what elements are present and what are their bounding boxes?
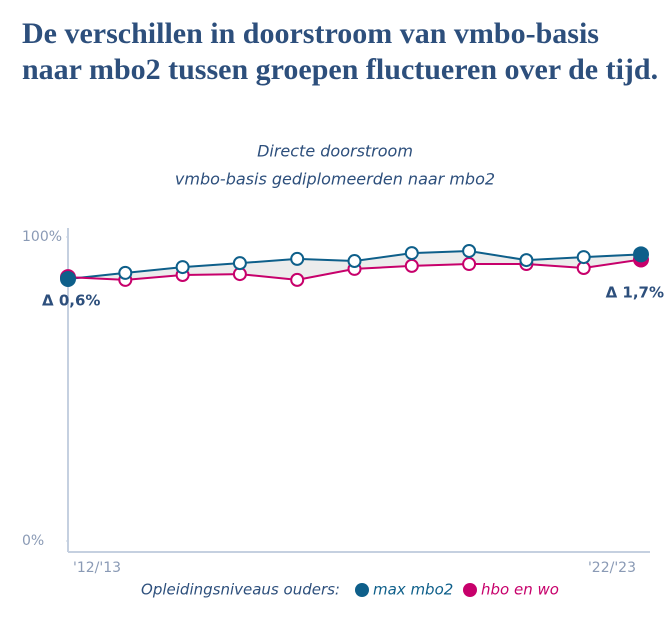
data-point — [60, 270, 76, 287]
y-tick-label: 0% — [22, 533, 44, 549]
chart-subtitle: Directe doorstroom — [257, 142, 413, 161]
data-point — [404, 246, 419, 261]
data-point — [290, 272, 305, 287]
data-point — [519, 253, 534, 268]
y-tick-label: 100% — [22, 229, 62, 245]
chart-title: De verschillen in doorstroom van vmbo-ba… — [22, 17, 659, 86]
data-point — [232, 256, 247, 271]
data-point — [175, 260, 190, 275]
x-tick-label: '12/'13 — [73, 560, 121, 576]
legend-marker — [355, 583, 369, 597]
data-point — [347, 254, 362, 269]
annotation: Δ 0,6% — [42, 292, 100, 310]
legend-title: Opleidingsniveaus ouders: — [141, 581, 340, 599]
legend-label: hbo en wo — [481, 581, 559, 599]
annotation: Δ 1,7% — [606, 284, 664, 302]
data-point — [290, 251, 305, 266]
data-point — [462, 257, 477, 272]
x-tick-label: '22/'23 — [588, 560, 636, 576]
data-point — [462, 243, 477, 258]
legend-label: max mbo2 — [373, 581, 453, 599]
data-point — [404, 258, 419, 273]
data-point — [576, 250, 591, 265]
legend-marker — [463, 583, 477, 597]
data-point — [118, 265, 133, 280]
data-point — [633, 246, 649, 263]
chart-subtitle: vmbo-basis gediplomeerden naar mbo2 — [175, 170, 495, 189]
